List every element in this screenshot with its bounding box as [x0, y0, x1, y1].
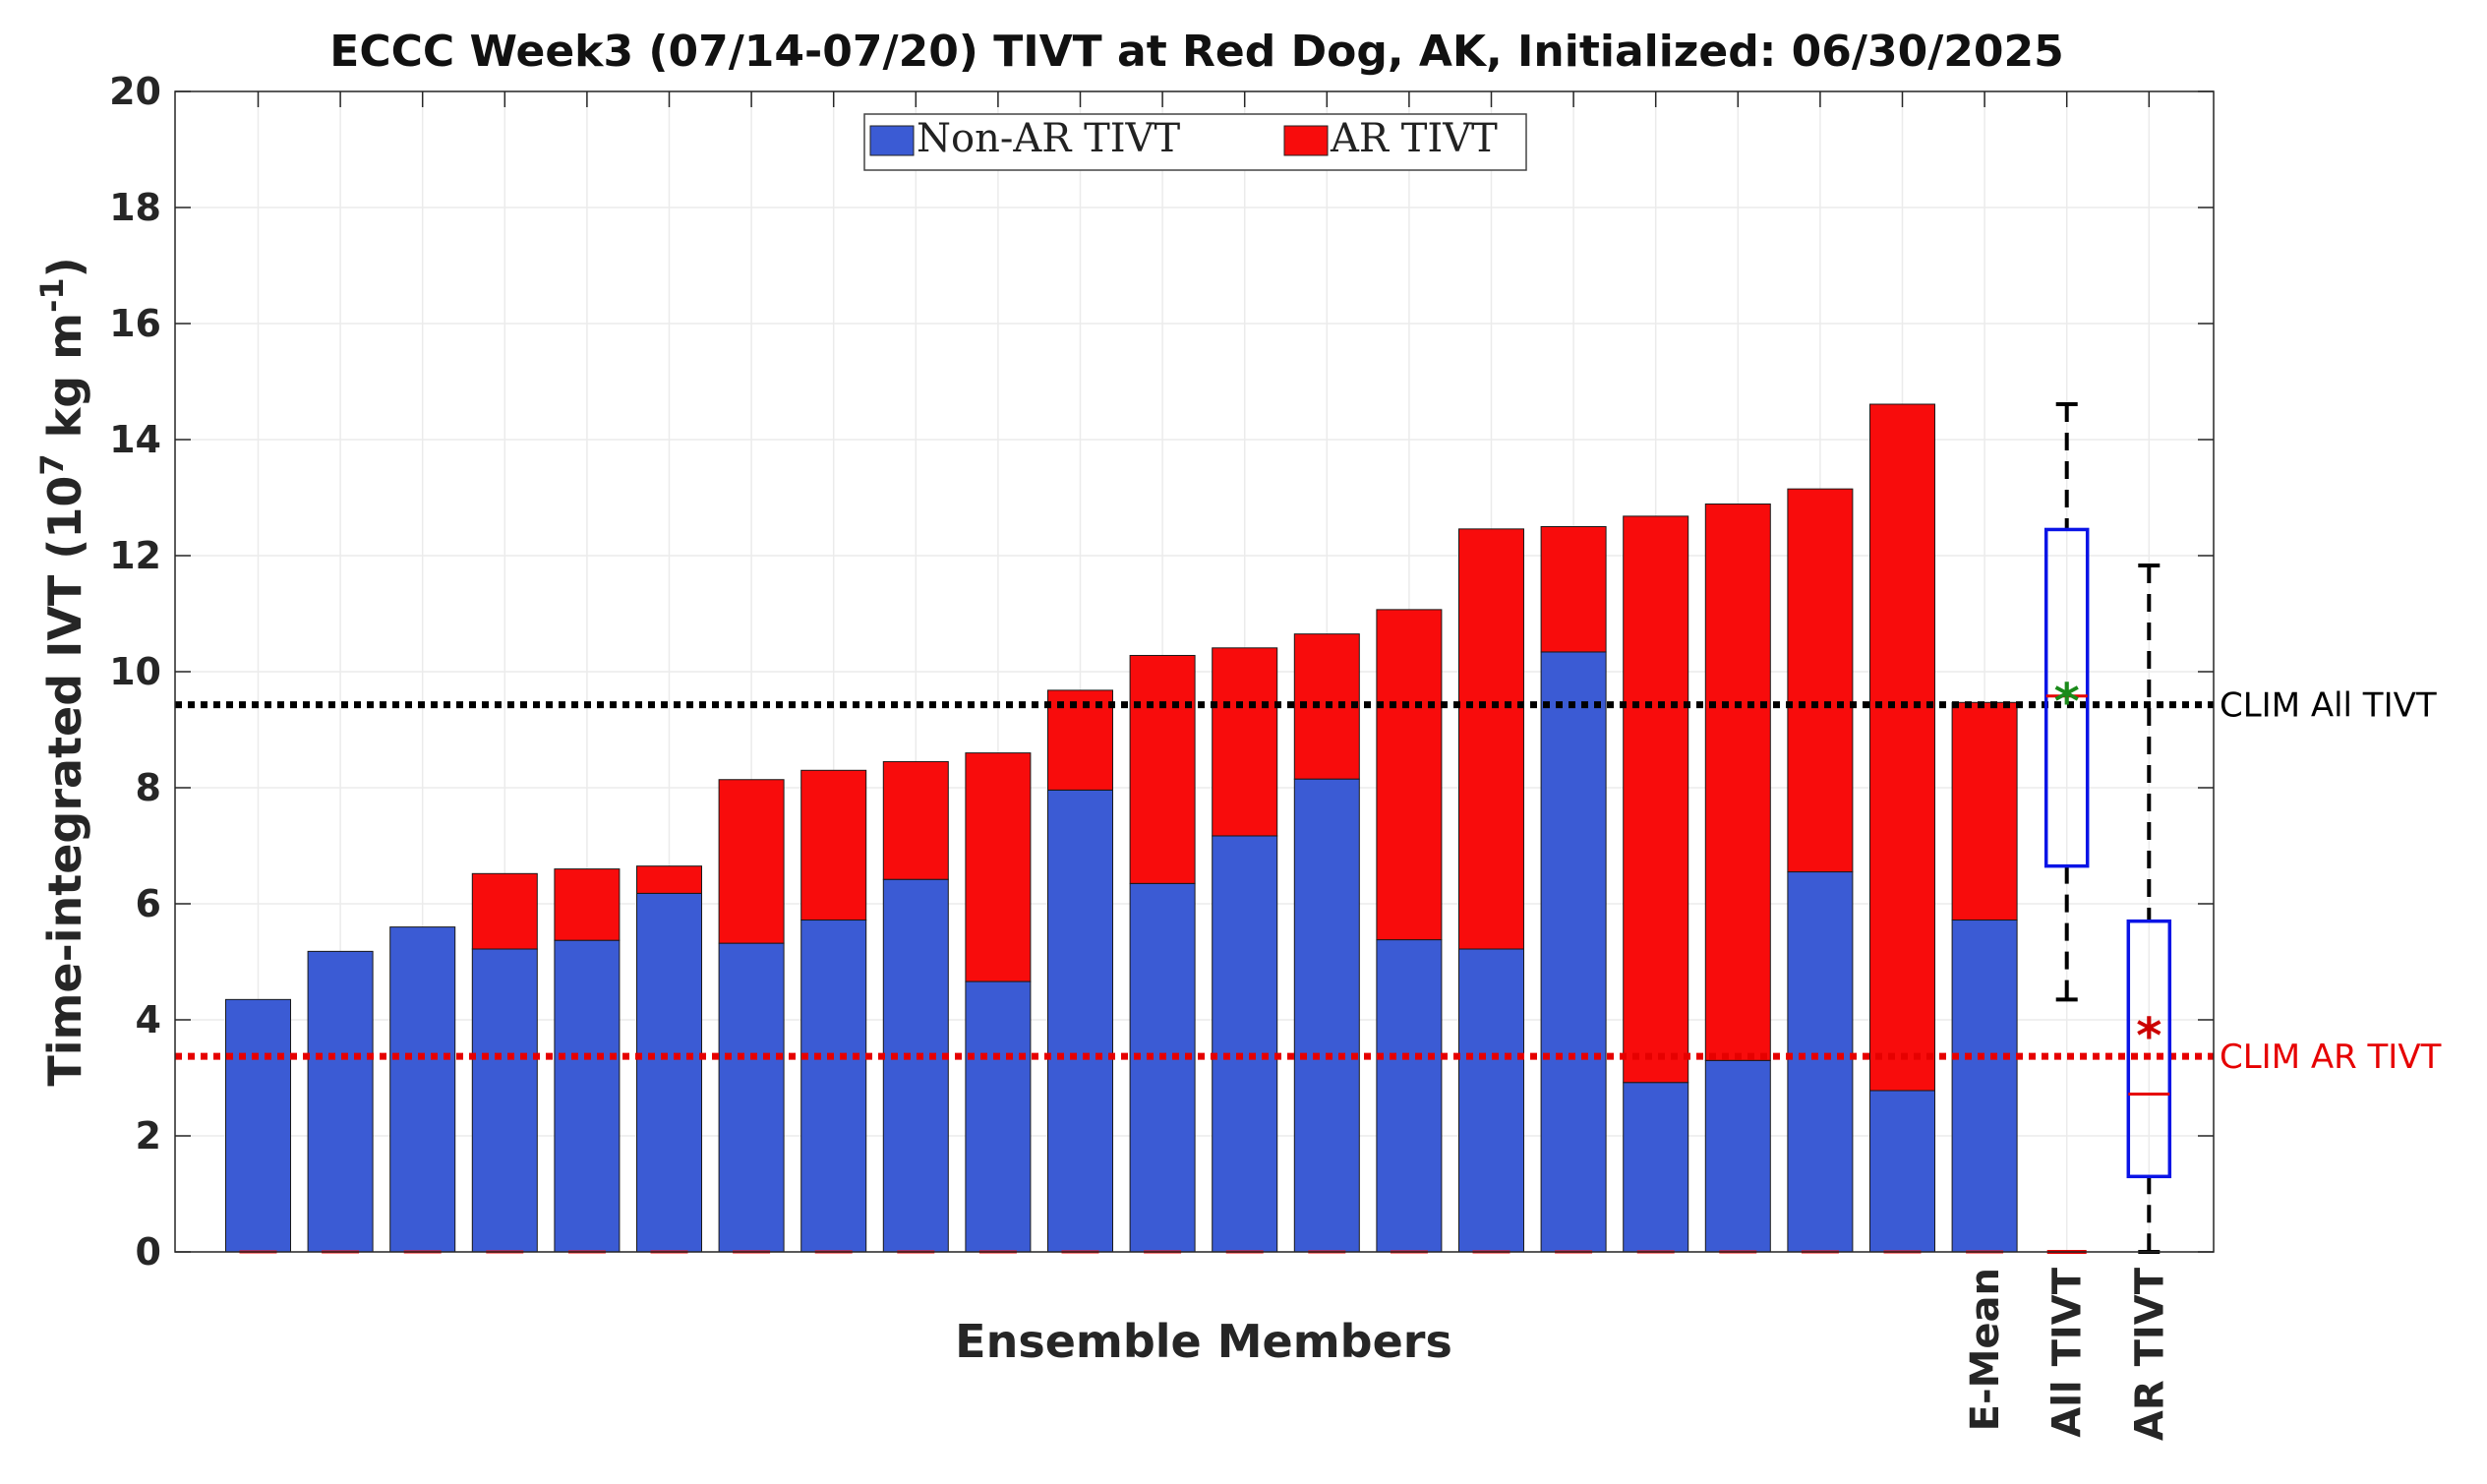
bar-ar — [1212, 647, 1278, 837]
bar-non-ar — [1704, 1059, 1771, 1253]
reference-lines: CLIM All TIVT CLIM AR TIVT — [175, 686, 2442, 1077]
y-axis-label-end: ) — [38, 257, 91, 277]
bar-non-ar — [1293, 778, 1360, 1253]
legend: Non-AR TIVT AR TIVT — [863, 113, 1527, 171]
bar-ar — [1540, 526, 1607, 653]
x-axis-categories: E-Mean All TIVT AR TIVT — [1963, 1267, 2172, 1441]
y-axis-label: Time-integrated IVT (107 kg m-1) — [33, 257, 91, 1086]
reference-line-label: CLIM All TIVT — [2220, 686, 2437, 726]
bar-ar — [882, 760, 949, 880]
bar-ar — [1704, 503, 1771, 1061]
box — [2043, 527, 2090, 868]
bar-ar — [1787, 488, 1854, 873]
legend-swatch-non-ar — [869, 125, 915, 156]
bar-non-ar — [389, 926, 456, 1253]
y-axis-label-exp2: -1 — [33, 277, 71, 313]
bar-ar — [1376, 609, 1443, 941]
bar-ar — [1623, 515, 1689, 1084]
y-tick-label: 14 — [109, 418, 161, 461]
y-tick-label: 16 — [109, 302, 161, 345]
bar-non-ar — [1623, 1082, 1689, 1253]
bar-ar — [1129, 654, 1196, 884]
y-tick-label: 6 — [136, 882, 161, 925]
bar-non-ar — [471, 948, 538, 1253]
y-tick-label: 10 — [109, 650, 161, 693]
legend-box — [863, 113, 1527, 171]
reference-line-label: CLIM AR TIVT — [2220, 1038, 2442, 1077]
legend-label-non-ar: Non-AR TIVT — [917, 116, 1180, 161]
bar-series — [225, 403, 2087, 1254]
chart-title: ECCC Week3 (07/14-07/20) TIVT at Red Dog… — [329, 27, 2063, 77]
bar-ar — [1458, 528, 1524, 950]
bar-non-ar — [1869, 1090, 1935, 1253]
bar-non-ar — [1376, 939, 1443, 1253]
bar-non-ar — [1129, 882, 1196, 1253]
bar-ar — [636, 865, 702, 894]
y-axis-label-exp1: 7 — [33, 453, 71, 475]
bar-non-ar — [965, 980, 1032, 1253]
bar-non-ar — [1540, 651, 1607, 1253]
y-axis-label-base: Time-integrated IVT (10 — [38, 476, 91, 1087]
y-axis-ticks: 0 2 4 6 8 10 12 14 16 18 20 — [109, 70, 2214, 1274]
bar-non-ar — [307, 950, 374, 1253]
y-tick-label: 4 — [136, 998, 161, 1041]
bar-non-ar — [882, 878, 949, 1253]
bar-non-ar — [1458, 948, 1524, 1253]
x-category-label: E-Mean — [1963, 1268, 2008, 1431]
bar-ar — [1869, 403, 1935, 1092]
bar-non-ar — [636, 892, 702, 1253]
box-mean-marker: * — [2054, 674, 2080, 731]
x-category-label: AR TIVT — [2127, 1267, 2172, 1441]
bar-non-ar — [1047, 789, 1113, 1253]
x-category-label: All TIVT — [2045, 1267, 2091, 1437]
legend-label-ar: AR TIVT — [1330, 116, 1498, 161]
box — [2126, 919, 2172, 1179]
bar-ar — [471, 872, 538, 950]
y-tick-label: 8 — [136, 766, 161, 809]
y-tick-label: 0 — [136, 1230, 161, 1274]
bar-non-ar — [1951, 920, 2018, 1253]
y-tick-label: 2 — [136, 1114, 161, 1158]
y-tick-label: 20 — [109, 70, 161, 113]
bar-non-ar — [554, 939, 621, 1253]
bar-non-ar — [1787, 871, 1854, 1253]
x-axis-label: Ensemble Members — [955, 1315, 1452, 1368]
y-axis-label-mid: kg m — [38, 313, 91, 453]
legend-swatch-ar — [1283, 125, 1329, 156]
bar-ar — [800, 769, 867, 921]
bar-ar — [718, 779, 785, 944]
bar-ar — [554, 868, 621, 941]
y-tick-label: 18 — [109, 186, 161, 229]
bar-ar — [1951, 701, 2018, 921]
bar-non-ar — [800, 920, 867, 1253]
boxplots: ** — [2043, 402, 2172, 1254]
bar-ar — [965, 752, 1032, 982]
y-tick-label: 12 — [109, 534, 161, 577]
bar-non-ar — [1212, 835, 1278, 1253]
bar-non-ar — [225, 998, 291, 1253]
box-mean-marker: * — [2136, 1008, 2161, 1065]
bar-non-ar — [718, 942, 785, 1253]
